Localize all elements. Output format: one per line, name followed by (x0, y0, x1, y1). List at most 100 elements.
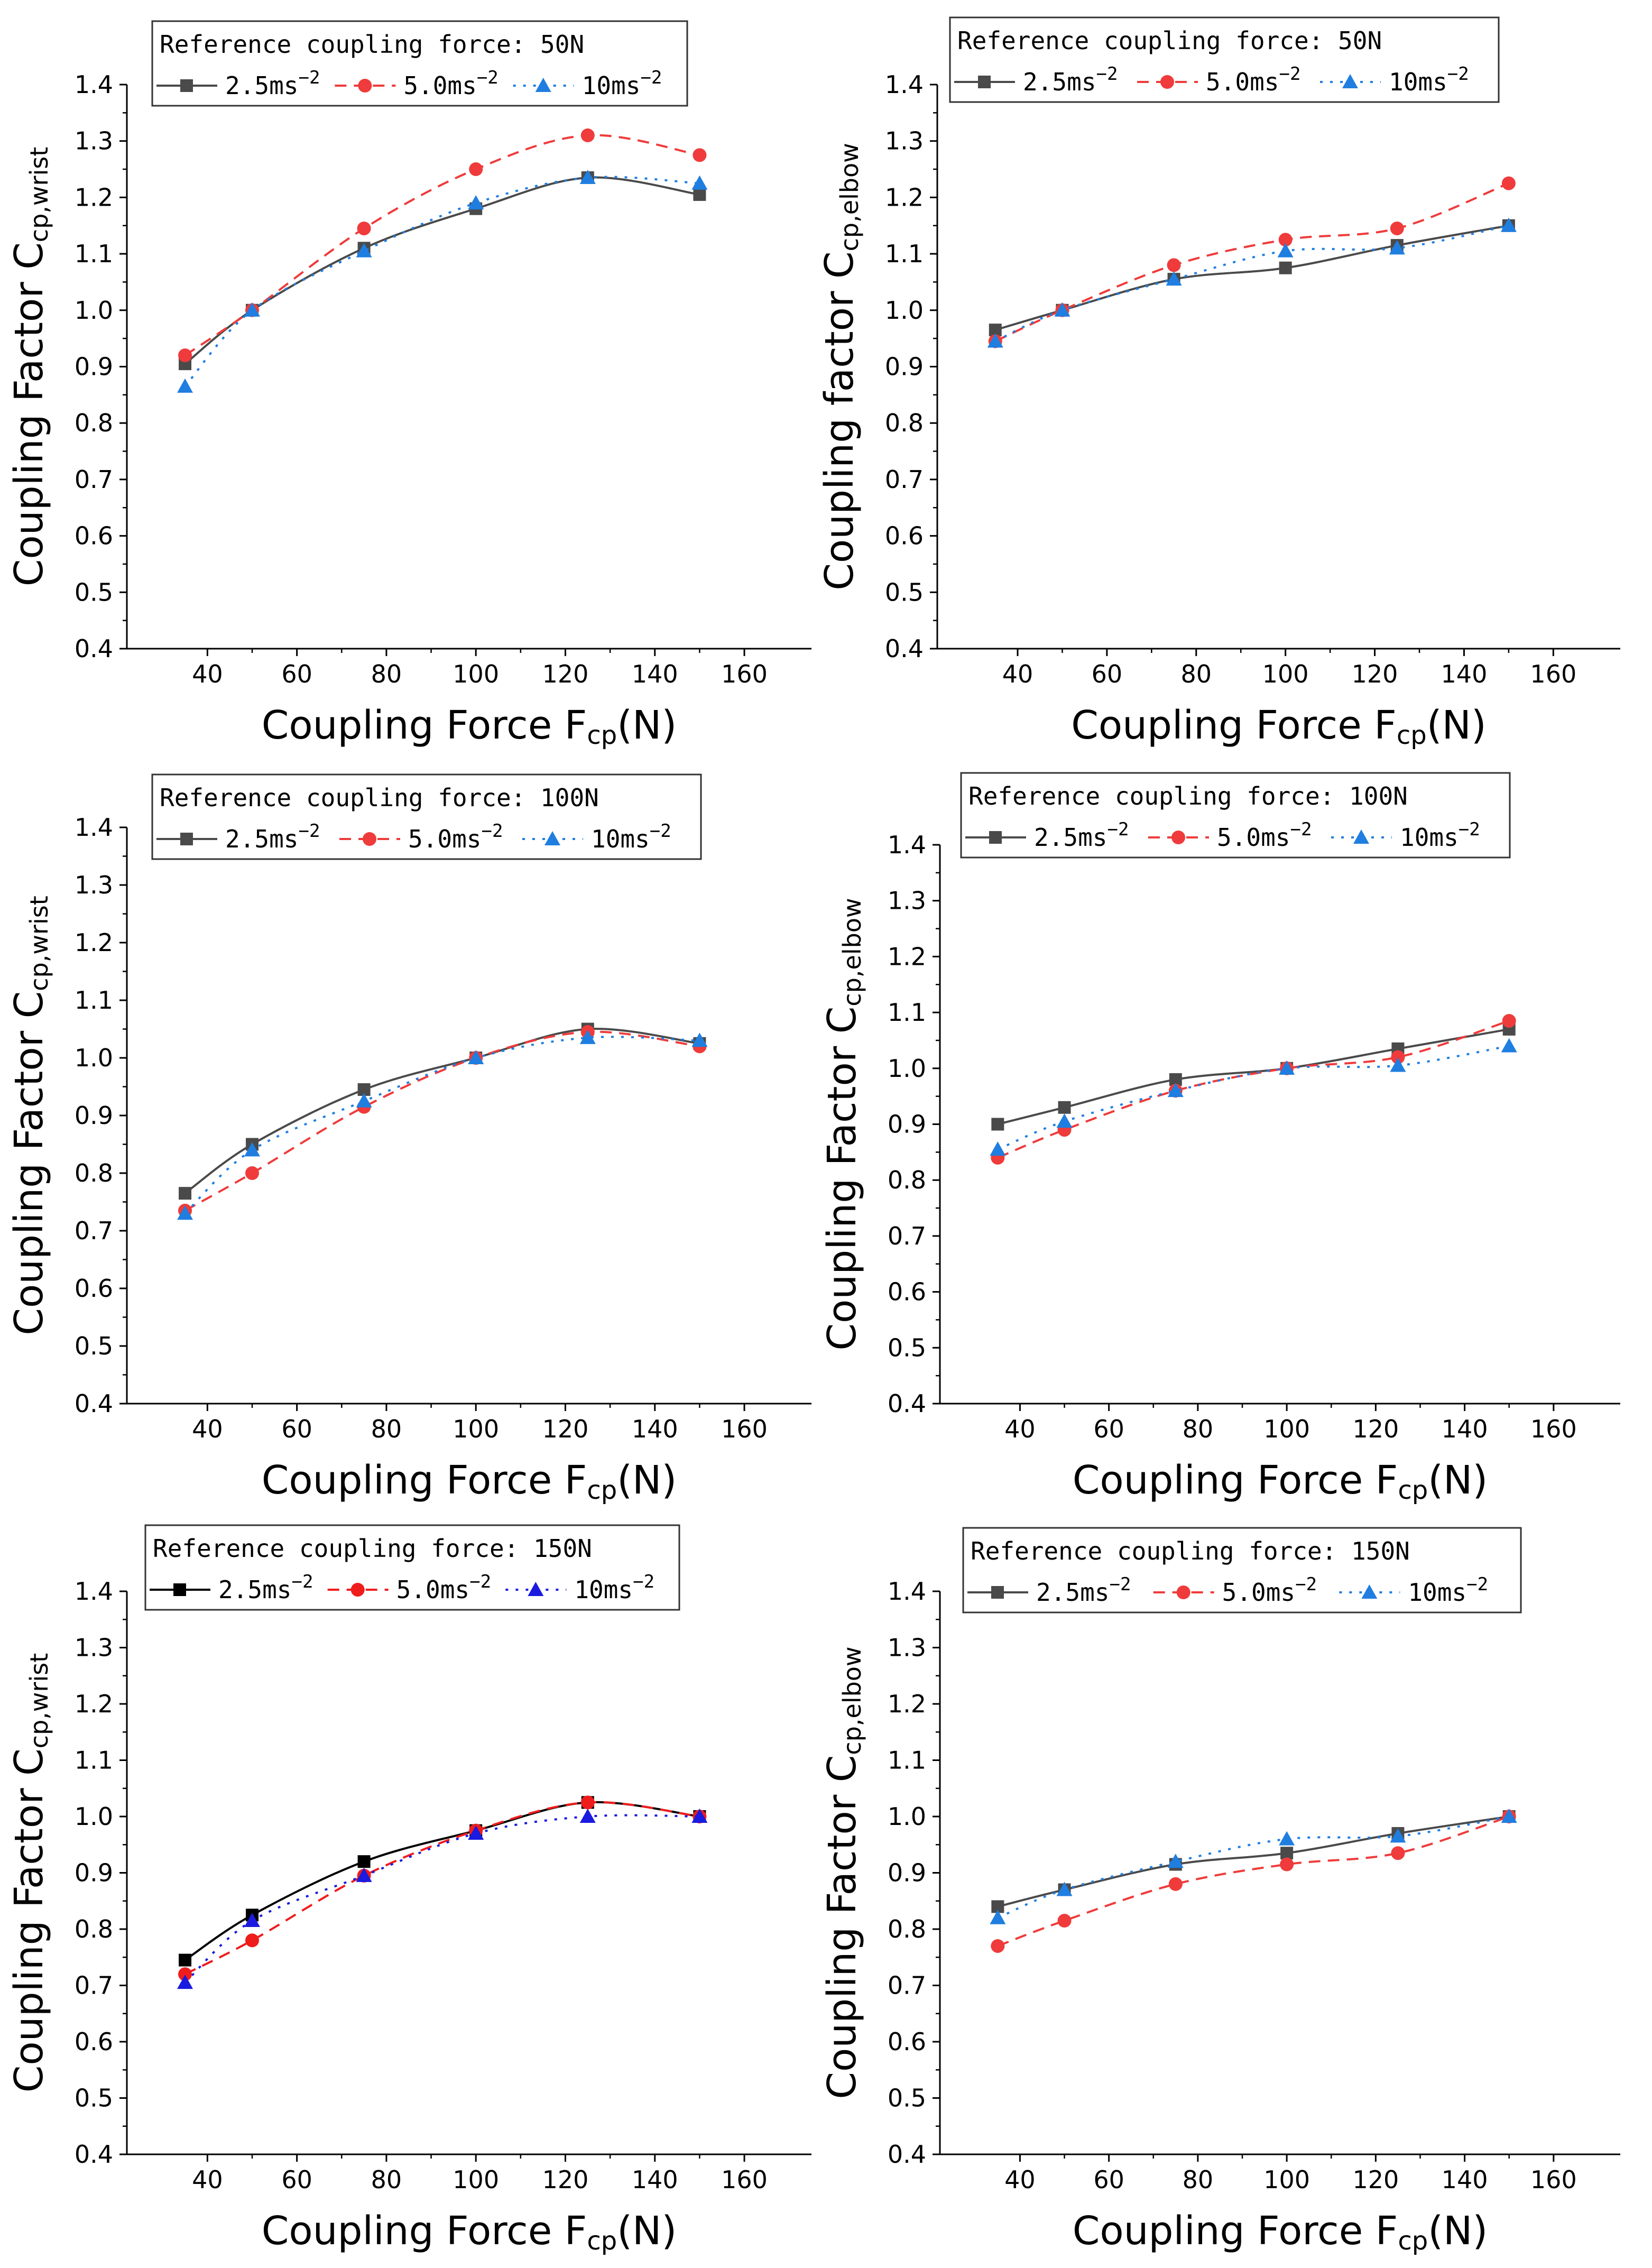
data-point (579, 1029, 596, 1044)
y-tick-label: 0.9 (75, 1101, 113, 1130)
series-line (997, 1028, 1510, 1126)
x-tick-label: 80 (371, 660, 402, 688)
x-tick-label: 40 (1004, 2165, 1036, 2194)
legend-label: 2.5ms−2 (218, 1571, 313, 1604)
x-axis-title-main: Coupling Force F (1073, 1458, 1398, 1503)
legend-label: 2.5ms−2 (1023, 63, 1118, 96)
legend-label-name: 10ms (574, 1575, 633, 1604)
y-tick-label: 0.5 (75, 578, 113, 606)
series-circle (178, 1025, 707, 1218)
x-tick-label: 60 (1093, 2165, 1124, 2194)
legend-marker (991, 1586, 1004, 1599)
legend-marker (1176, 1585, 1190, 1599)
data-point (177, 378, 193, 393)
data-point (1057, 1914, 1072, 1928)
data-point (356, 243, 372, 257)
x-tick-label: 160 (721, 660, 768, 688)
legend-label-exponent: −2 (1109, 1574, 1131, 1595)
data-point (693, 148, 707, 162)
data-point (245, 1933, 259, 1948)
y-tick-label: 0.9 (888, 1859, 926, 1887)
x-tick-label: 120 (1352, 2165, 1399, 2194)
data-point (987, 333, 1003, 348)
legend-label-exponent: −2 (1290, 819, 1312, 840)
legend-marker (350, 1583, 365, 1597)
x-tick-label: 100 (1262, 660, 1309, 688)
data-point (1278, 233, 1293, 247)
legend-label-name: 2.5ms (218, 1575, 291, 1604)
series-line (184, 1027, 700, 1194)
legend-label-exponent: −2 (1466, 1574, 1488, 1595)
y-axis-title-main: Coupling Factor C (6, 991, 52, 1335)
y-axis-title-sub: cp,elbow (835, 143, 864, 251)
series-square (991, 1810, 1516, 1913)
legend-label-name: 10ms (1408, 1578, 1466, 1607)
data-point (244, 302, 260, 317)
y-axis-title: Coupling Factor Ccp,elbow (819, 898, 866, 1350)
legend-label-name: 10ms (582, 71, 641, 100)
legend-label-exponent: −2 (1447, 63, 1469, 85)
data-point (244, 1913, 260, 1928)
legend-title: Reference coupling force: 150N (971, 1537, 1410, 1565)
legend-title: Reference coupling force: 50N (160, 30, 584, 59)
series-line (997, 1020, 1510, 1159)
legend-label-exponent: −2 (481, 820, 503, 842)
x-axis-title-main: Coupling Force F (262, 1458, 587, 1503)
legend-label: 10ms−2 (1400, 819, 1480, 852)
legend-marker (1361, 1584, 1378, 1599)
legend-title: Reference coupling force: 150N (153, 1534, 592, 1563)
legend-box (144, 1524, 680, 1611)
y-tick-label: 1.0 (885, 296, 924, 325)
data-point (1279, 261, 1292, 274)
x-axis-title-main: Coupling Force F (1071, 703, 1397, 748)
data-point (1166, 271, 1182, 286)
legend-label-name: 5.0ms (403, 71, 476, 100)
x-tick-label: 160 (1530, 1415, 1577, 1443)
legend-marker (363, 832, 376, 846)
y-tick-label: 1.2 (888, 942, 926, 971)
y-tick-label: 0.4 (888, 2140, 926, 2169)
y-tick-label: 1.3 (75, 127, 113, 155)
legend-box (151, 20, 688, 107)
legend-label: 10ms−2 (1389, 63, 1469, 96)
y-tick-label: 1.2 (75, 183, 113, 211)
x-tick-label: 40 (1004, 1415, 1036, 1443)
y-tick-label: 0.6 (888, 2027, 926, 2056)
x-tick-label: 100 (1263, 2165, 1310, 2194)
legend-marker (1160, 75, 1174, 89)
data-point (990, 1910, 1006, 1924)
data-point (1054, 302, 1070, 317)
x-tick-label: 100 (453, 2165, 499, 2194)
y-axis-title-main: Coupling factor C (817, 251, 862, 590)
chart-panel-wrist-ref-150: 0.4 0.5 0.6 0.7 0.8 0.9 1.0 1.1 1.2 1.3 1.4 40 60 80 1… (6, 1524, 811, 2256)
y-axis-title-sub: cp,wrist (25, 1653, 53, 1748)
y-tick-label: 0.5 (888, 1333, 926, 1362)
x-tick-label: 40 (192, 660, 223, 688)
series-triangle (990, 1038, 1517, 1156)
legend-label: 5.0ms−2 (1222, 1574, 1317, 1607)
series-circle (988, 176, 1516, 348)
x-tick-label: 80 (371, 1415, 402, 1443)
data-point (693, 188, 706, 201)
legend-label-exponent: −2 (298, 67, 320, 88)
series-circle (991, 1013, 1516, 1165)
legend-label-name: 2.5ms (1034, 823, 1107, 852)
series-square (991, 1022, 1516, 1131)
legend-label-name: 5.0ms (1217, 823, 1290, 852)
x-tick-label: 80 (1181, 660, 1212, 688)
x-tick-label: 60 (281, 1415, 312, 1443)
y-tick-label: 0.6 (888, 1278, 926, 1306)
x-axis-title-sub: cp (1398, 1476, 1428, 1505)
data-point (1280, 1857, 1294, 1871)
x-tick-label: 40 (192, 1415, 223, 1443)
x-axis-title-unit: (N) (617, 2208, 677, 2254)
y-tick-label: 0.5 (885, 578, 924, 606)
series-line (997, 1815, 1510, 1947)
x-tick-label: 80 (1183, 2165, 1214, 2194)
x-axis-title: Coupling Force Fcp(N) (262, 703, 677, 750)
series-circle (178, 1795, 707, 1981)
